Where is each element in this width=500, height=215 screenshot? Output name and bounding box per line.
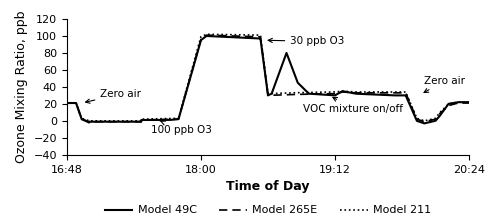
- Text: Zero air: Zero air: [424, 75, 466, 92]
- Text: VOC mixture on/off: VOC mixture on/off: [304, 97, 404, 114]
- Text: Zero air: Zero air: [86, 89, 141, 103]
- X-axis label: Time of Day: Time of Day: [226, 180, 310, 193]
- Text: 100 ppb O3: 100 ppb O3: [150, 121, 212, 135]
- Y-axis label: Ozone Mixing Ratio, ppb: Ozone Mixing Ratio, ppb: [15, 11, 28, 163]
- Text: 30 ppb O3: 30 ppb O3: [268, 37, 344, 46]
- Legend: Model 49C, Model 265E, Model 211: Model 49C, Model 265E, Model 211: [100, 201, 436, 215]
